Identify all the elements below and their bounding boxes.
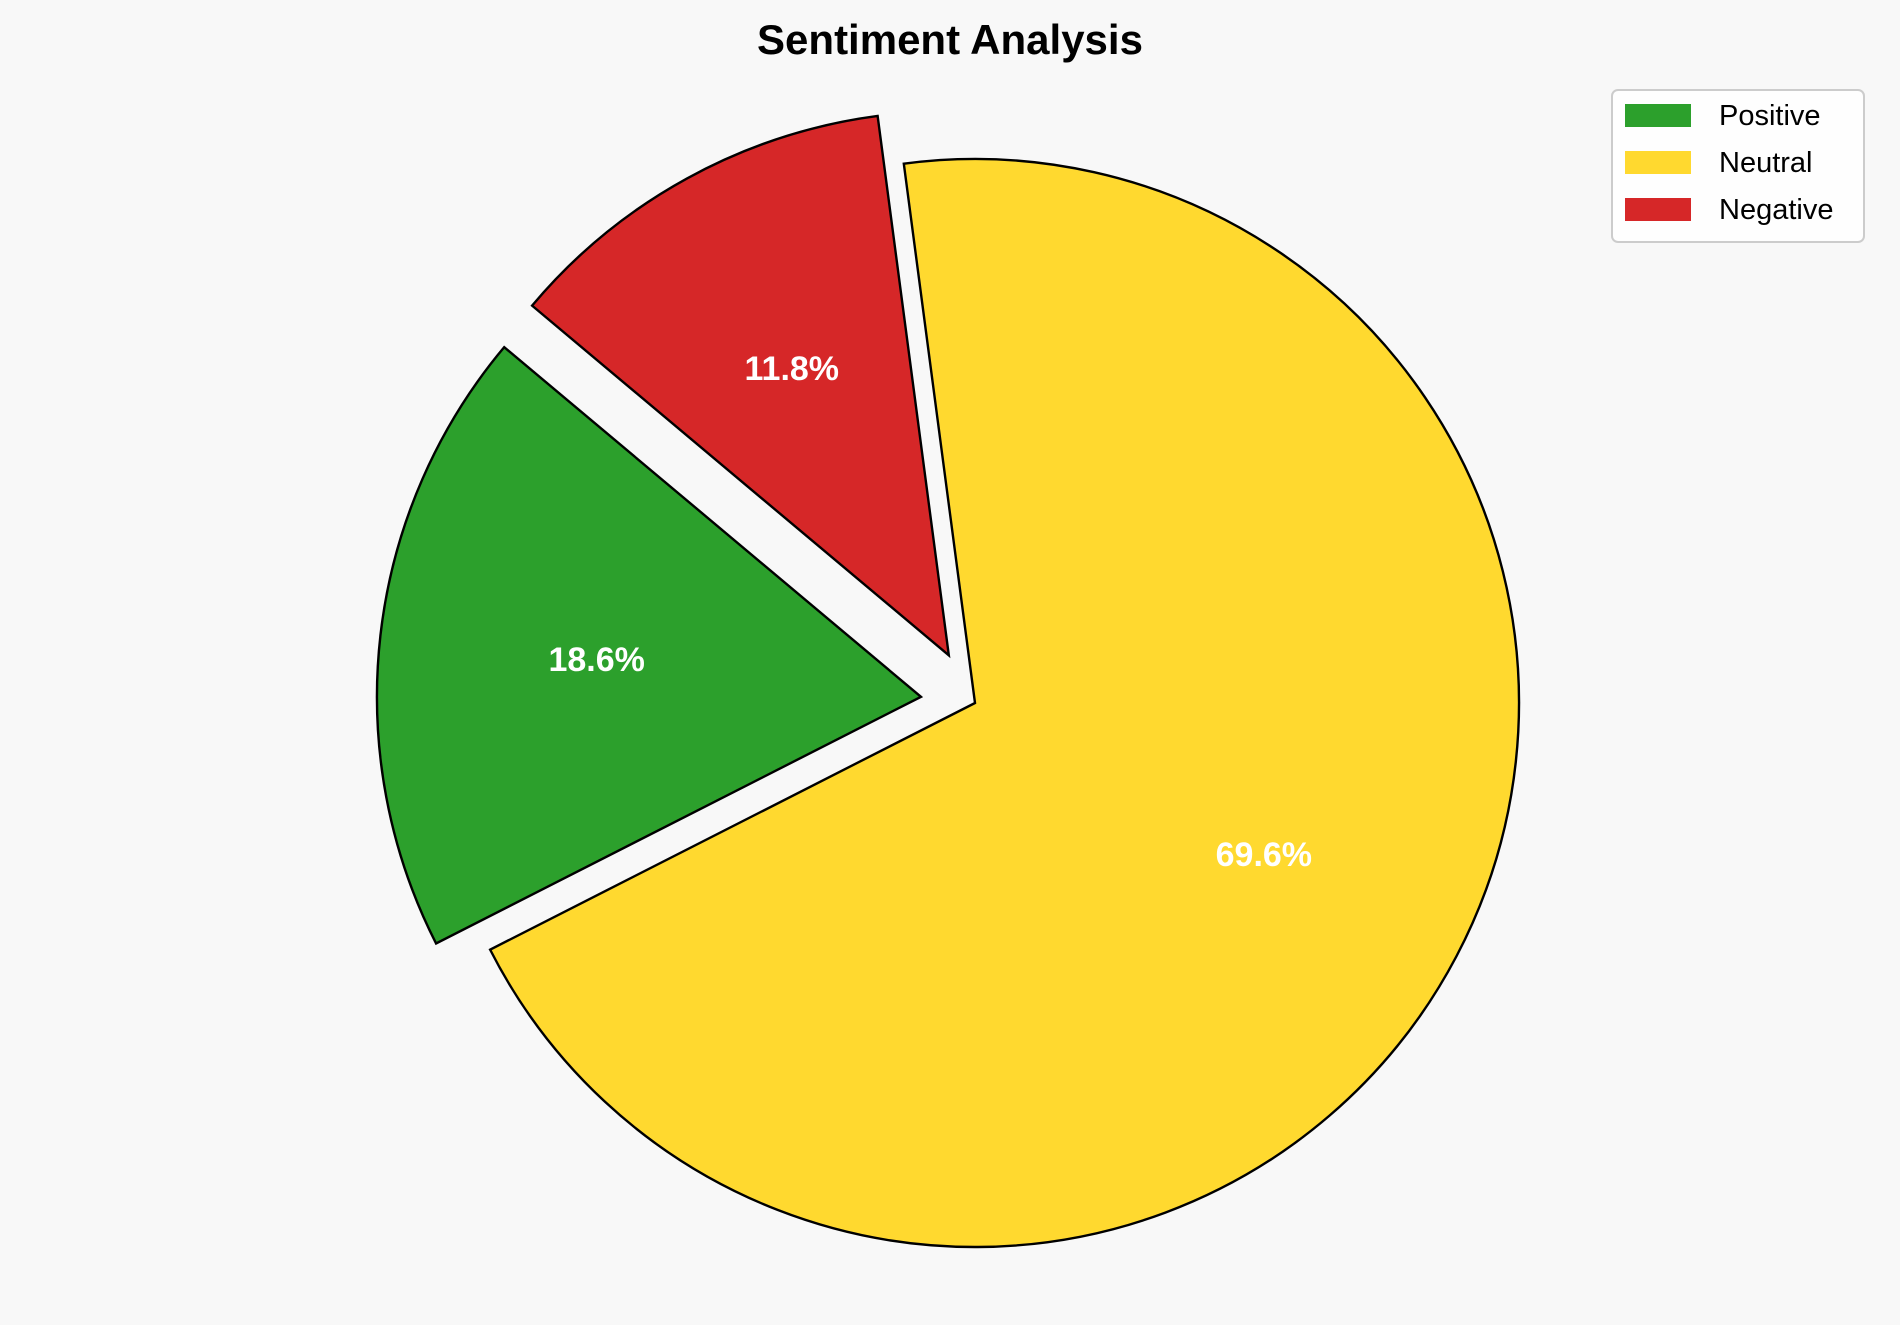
pie-labels: 18.6% 69.6% 11.8% xyxy=(548,350,1312,874)
pie-label-neutral: 69.6% xyxy=(1216,836,1312,874)
legend: Positive Neutral Negative xyxy=(1611,89,1865,243)
legend-label-neutral: Neutral xyxy=(1719,147,1813,179)
pie-label-negative: 11.8% xyxy=(745,350,840,388)
legend-swatch-neutral xyxy=(1625,151,1691,174)
legend-label-positive: Positive xyxy=(1719,100,1821,132)
legend-swatch-positive xyxy=(1625,104,1691,127)
pie-slice-neutral xyxy=(488,157,1521,1249)
legend-label-negative: Negative xyxy=(1719,194,1833,226)
pie-label-positive: 18.6% xyxy=(548,641,644,679)
pie-slice-negative xyxy=(530,114,951,659)
pie-slices xyxy=(375,114,1521,1249)
pie-slice-positive xyxy=(375,345,924,946)
legend-swatch-negative xyxy=(1625,198,1691,221)
chart-title: Sentiment Analysis xyxy=(757,16,1143,63)
